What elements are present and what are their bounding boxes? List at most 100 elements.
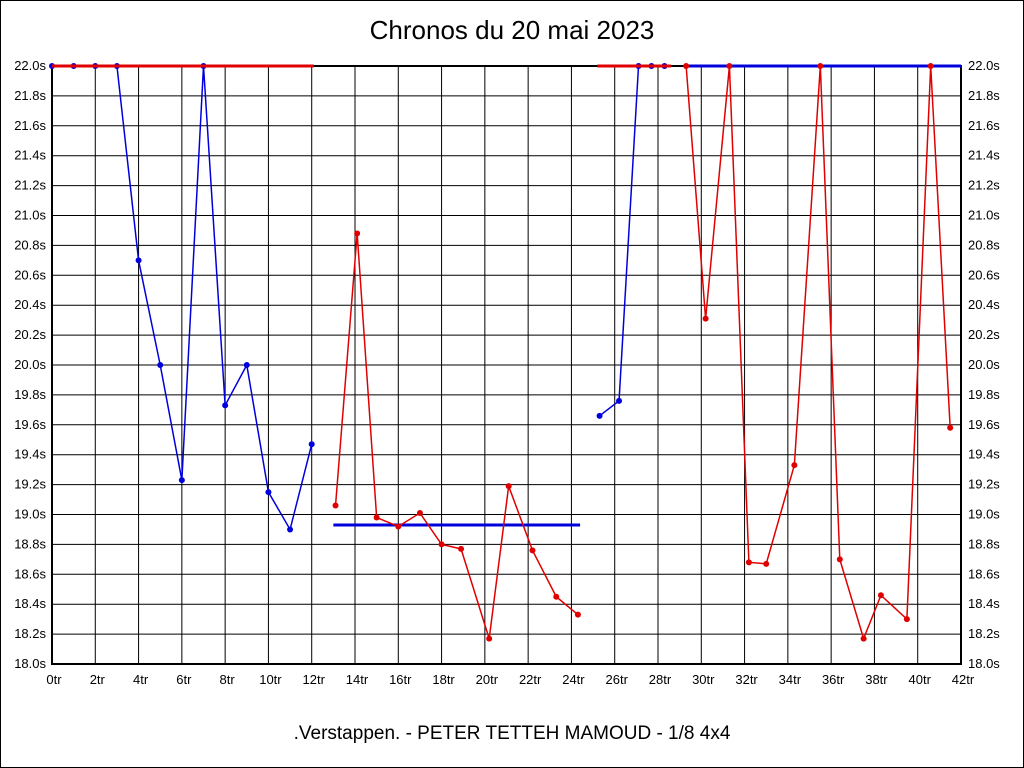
x-tick-label: 36tr: [822, 672, 845, 687]
x-tick-label: 22tr: [519, 672, 542, 687]
driver-blue-point: [243, 362, 250, 368]
driver-blue-point: [157, 362, 164, 368]
x-tick-label: 20tr: [476, 672, 499, 687]
lap-times-chart: 22.0s 22.0s 21.8s 21.8s 21.6s 21.6s 21.4s 21.4s…: [14, 58, 1000, 687]
x-tick-label: 30tr: [692, 672, 715, 687]
x-tick-label: 38tr: [865, 672, 888, 687]
y-tick-label-right: 20.4s: [968, 297, 1000, 312]
driver-red-point: [877, 592, 884, 599]
y-tick-label-left: 21.8s: [14, 88, 46, 103]
y-tick-label-left: 22.0s: [14, 58, 46, 73]
driver-red-point: [947, 424, 954, 431]
driver-red-point: [745, 559, 752, 566]
y-tick-label-right: 19.2s: [968, 477, 1000, 492]
driver-red-point: [817, 63, 824, 69]
driver-red-point: [354, 230, 361, 237]
x-tick-label: 26tr: [606, 672, 629, 687]
y-tick-label-right: 18.8s: [968, 536, 1000, 551]
y-tick-label-left: 20.8s: [14, 237, 46, 252]
y-tick-label-left: 20.2s: [14, 327, 46, 342]
driver-red-point: [726, 63, 733, 69]
x-tick-label: 42tr: [952, 672, 975, 687]
y-tick-label-right: 19.6s: [968, 417, 1000, 432]
driver-red-point: [683, 63, 690, 69]
x-tick-label: 34tr: [779, 672, 802, 687]
y-tick-label-right: 22.0s: [968, 58, 1000, 73]
y-tick-label-right: 19.8s: [968, 387, 1000, 402]
driver-red-point: [505, 483, 512, 490]
x-tick-label: 8tr: [220, 672, 236, 687]
driver-red-point: [927, 63, 934, 69]
driver-red-point: [395, 523, 402, 530]
driver-blue-point: [178, 477, 185, 484]
y-tick-label-left: 19.8s: [14, 387, 46, 402]
driver-red-line-1: [334, 233, 579, 639]
y-tick-label-left: 21.6s: [14, 118, 46, 133]
x-tick-label: 6tr: [176, 672, 192, 687]
driver-blue-point: [616, 397, 623, 404]
y-tick-label-left: 21.0s: [14, 208, 46, 223]
y-tick-label-left: 20.4s: [14, 297, 46, 312]
y-tick-label-left: 21.2s: [14, 178, 46, 193]
driver-red-point: [416, 510, 423, 517]
x-tick-label: 32tr: [735, 672, 758, 687]
x-tick-label: 14tr: [346, 672, 369, 687]
driver-red-point: [332, 502, 339, 509]
driver-blue-point: [287, 526, 294, 533]
driver-red-line-3: [685, 65, 951, 641]
y-tick-label-left: 20.6s: [14, 267, 46, 282]
driver-blue-point: [265, 489, 272, 496]
driver-red-point: [860, 635, 867, 642]
driver-blue-point: [596, 412, 603, 419]
driver-blue-line-2: [599, 65, 665, 417]
driver-red-point: [373, 514, 380, 521]
driver-red-point: [791, 462, 798, 469]
y-tick-label-right: 20.0s: [968, 357, 1000, 372]
y-tick-label-right: 18.2s: [968, 626, 1000, 641]
x-tick-label: 16tr: [389, 672, 412, 687]
driver-red-point: [529, 547, 536, 554]
y-tick-label-left: 18.4s: [14, 596, 46, 611]
y-tick-label-left: 18.2s: [14, 626, 46, 641]
driver-blue-point: [222, 402, 229, 409]
y-tick-label-left: 19.0s: [14, 507, 46, 522]
x-tick-label: 2tr: [90, 672, 106, 687]
driver-red-point: [486, 635, 493, 642]
x-tick-label: 12tr: [303, 672, 326, 687]
x-tick-label: 40tr: [909, 672, 932, 687]
x-tick-label: 28tr: [649, 672, 672, 687]
y-tick-label-right: 19.0s: [968, 507, 1000, 522]
driver-red-point: [702, 315, 709, 322]
driver-red-point: [553, 593, 560, 600]
y-tick-label-right: 20.6s: [968, 267, 1000, 282]
x-tick-label: 18tr: [432, 672, 455, 687]
y-tick-label-right: 20.2s: [968, 327, 1000, 342]
driver-red-point: [458, 545, 465, 552]
driver-blue-point: [135, 257, 142, 264]
x-tick-label: 10tr: [259, 672, 282, 687]
x-tick-label: 0tr: [46, 672, 62, 687]
y-tick-label-left: 19.6s: [14, 417, 46, 432]
y-tick-label-left: 18.0s: [14, 656, 46, 671]
y-tick-label-right: 21.6s: [968, 118, 1000, 133]
driver-red-point: [438, 541, 445, 548]
chart-footer: .Verstappen. - PETER TETTEH MAMOUD - 1/8…: [293, 723, 731, 744]
y-tick-label-left: 21.4s: [14, 148, 46, 163]
y-tick-label-right: 18.6s: [968, 566, 1000, 581]
chart-title: Chronos du 20 mai 2023: [369, 15, 655, 45]
y-tick-label-right: 19.4s: [968, 447, 1000, 462]
y-tick-label-left: 19.2s: [14, 477, 46, 492]
y-tick-label-left: 18.6s: [14, 566, 46, 581]
driver-red-point: [836, 556, 843, 563]
y-tick-label-left: 20.0s: [14, 357, 46, 372]
y-tick-label-right: 21.8s: [968, 88, 1000, 103]
plot-frame: [51, 65, 962, 665]
y-tick-label-right: 21.2s: [968, 178, 1000, 193]
y-tick-label-right: 21.4s: [968, 148, 1000, 163]
x-tick-label: 24tr: [562, 672, 585, 687]
y-tick-label-right: 18.0s: [968, 656, 1000, 671]
driver-red-point: [574, 611, 581, 618]
y-tick-label-right: 21.0s: [968, 208, 1000, 223]
driver-blue-point: [308, 441, 315, 448]
